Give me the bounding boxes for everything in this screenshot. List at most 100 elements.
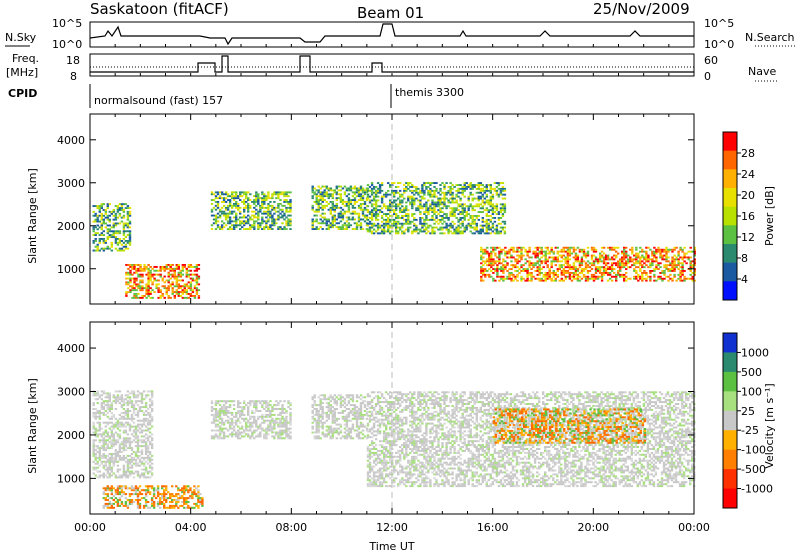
power-echo-cell [437, 222, 440, 225]
power-echo-cell [487, 224, 490, 227]
velocity-echo-cell [228, 423, 232, 426]
velocity-echo-cell [100, 456, 103, 459]
velocity-echo-cell [220, 417, 224, 420]
velocity-echo-cell [128, 445, 132, 448]
power-echo-cell [372, 224, 376, 227]
power-echo-cell [239, 210, 242, 213]
power-echo-cell [323, 216, 326, 219]
power-echo-cell [185, 269, 188, 272]
power-echo-cell [503, 197, 507, 200]
power-echo-cell [343, 201, 347, 203]
power-echo-cell [568, 246, 572, 249]
power-echo-cell [317, 189, 320, 192]
power-echo-cell [126, 226, 130, 229]
power-echo-cell [102, 230, 105, 233]
velocity-echo-cell [92, 449, 95, 452]
velocity-echo-cell [235, 433, 238, 436]
power-echo-cell [185, 293, 188, 295]
velocity-echo-cell [102, 447, 105, 450]
power-echo-cell [387, 220, 390, 223]
power-echo-cell [429, 193, 432, 196]
velocity-echo-cell [126, 408, 130, 410]
power-echo-cell [689, 266, 692, 269]
power-echo-cell [179, 285, 182, 288]
power-echo-cell [261, 218, 264, 221]
power-echo-cell [345, 226, 349, 229]
power-echo-cell [520, 248, 523, 251]
velocity-echo-cell [253, 417, 256, 420]
velocity-echo-cell [279, 423, 282, 426]
power-echo-cell [185, 289, 188, 292]
velocity-echo-cell [134, 413, 138, 416]
power-echo-cell [667, 275, 670, 278]
power-echo-cell [232, 210, 236, 213]
power-echo-cell [351, 195, 355, 198]
power-echo-cell [487, 211, 490, 213]
power-echo-cell [455, 193, 458, 196]
power-echo-cell [127, 271, 130, 274]
power-echo-cell [374, 205, 378, 208]
velocity-echo-cell [148, 470, 152, 473]
velocity-echo-cell [241, 417, 244, 420]
power-echo-cell [329, 195, 332, 198]
power-echo-cell [403, 222, 406, 225]
velocity-echo-cell [110, 402, 113, 405]
power-echo-cell [137, 283, 140, 286]
power-echo-cell [137, 296, 140, 299]
power-echo-cell [510, 268, 513, 270]
power-echo-cell [536, 273, 539, 276]
power-echo-cell [665, 246, 668, 249]
power-echo-cell [415, 224, 418, 227]
power-echo-cell [514, 258, 517, 261]
power-echo-cell [147, 279, 150, 282]
velocity-echo-cell [173, 504, 176, 507]
power-echo-cell [382, 228, 386, 231]
power-echo-cell [457, 187, 460, 190]
power-echo-cell [439, 201, 442, 204]
power-echo-cell [409, 220, 412, 223]
power-echo-cell [271, 197, 274, 200]
power-echo-cell [409, 189, 412, 192]
velocity-echo-cell [273, 419, 276, 422]
power-echo-cell [623, 256, 626, 259]
power-echo-cell [287, 210, 290, 213]
power-echo-cell [287, 201, 290, 203]
power-echo-cell [490, 275, 493, 278]
power-echo-cell [353, 212, 357, 215]
power-echo-cell [247, 228, 250, 230]
power-echo-cell [429, 182, 432, 184]
power-echo-cell [361, 212, 365, 215]
power-echo-cell [376, 218, 380, 221]
velocity-echo-cell [122, 404, 126, 407]
power-echo-cell [639, 268, 642, 270]
power-echo-cell [516, 254, 519, 257]
power-echo-cell [425, 217, 428, 219]
power-echo-cell [433, 226, 436, 229]
power-echo-cell [108, 214, 111, 217]
velocity-echo-cell [142, 476, 146, 479]
power-echo-cell [171, 293, 174, 295]
power-echo-cell [389, 193, 392, 196]
power-echo-cell [480, 258, 483, 261]
power-echo-cell [267, 212, 270, 215]
velocity-echo-cell [106, 421, 109, 424]
power-echo-cell [625, 256, 628, 259]
velocity-echo-cell [261, 421, 264, 424]
velocity-echo-cell [114, 476, 118, 479]
power-echo-cell [427, 226, 430, 229]
velocity-echo-cell [122, 402, 126, 405]
power-echo-cell [453, 222, 456, 225]
velocity-echo-cell [116, 396, 120, 399]
velocity-echo-cell [195, 487, 198, 490]
power-echo-cell [128, 234, 132, 236]
velocity-echo-cell [130, 404, 134, 407]
velocity-echo-cell [136, 472, 140, 475]
velocity-echo-cell [116, 501, 120, 503]
power-echo-cell [554, 246, 557, 249]
power-echo-cell [481, 230, 484, 233]
power-echo-cell [481, 226, 484, 229]
velocity-echo-cell [92, 443, 95, 446]
nave-tick-top: 60 [704, 54, 718, 67]
power-echo-cell [220, 210, 224, 213]
power-echo-cell [372, 222, 376, 225]
